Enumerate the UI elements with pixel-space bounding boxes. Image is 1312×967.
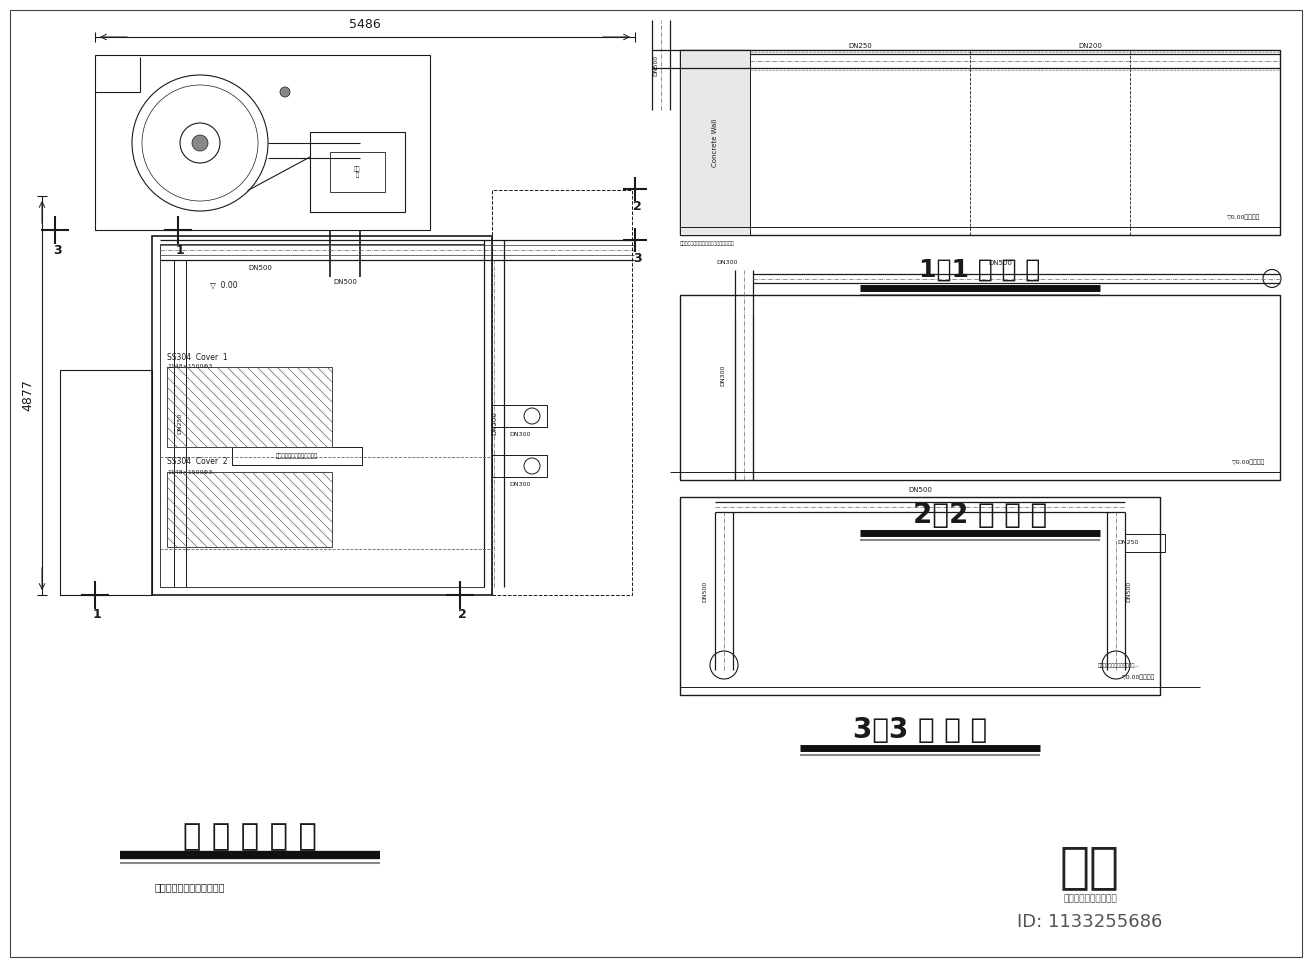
Text: 玻璃钢整体成型生物滤器系统...: 玻璃钢整体成型生物滤器系统... <box>1098 662 1140 667</box>
Text: SS304  Cover  2: SS304 Cover 2 <box>167 457 227 466</box>
Text: DN250: DN250 <box>1118 540 1139 544</box>
Bar <box>1124 534 1165 552</box>
Bar <box>492 405 547 427</box>
Text: 玻璃钢整体成型生物滤器系统安装布置图纸: 玻璃钢整体成型生物滤器系统安装布置图纸 <box>680 241 735 246</box>
Bar <box>167 472 332 547</box>
Text: DN300: DN300 <box>720 365 726 386</box>
Text: 3: 3 <box>52 244 62 256</box>
Text: DN500: DN500 <box>491 412 497 435</box>
Bar <box>492 190 632 595</box>
Bar <box>310 132 405 212</box>
Bar <box>680 50 750 235</box>
Text: DN500: DN500 <box>333 279 357 285</box>
Bar <box>331 152 384 192</box>
Bar <box>167 367 332 447</box>
Text: DN300: DN300 <box>509 482 530 486</box>
Text: 2: 2 <box>458 608 466 622</box>
Text: SS304  Cover  1: SS304 Cover 1 <box>167 353 227 362</box>
Text: DN500: DN500 <box>702 580 707 601</box>
Text: ▽0.00（角配）: ▽0.00（角配） <box>1227 215 1260 220</box>
Text: DN500: DN500 <box>908 487 932 493</box>
Text: 3: 3 <box>632 251 642 265</box>
Text: ▽0.00（角配）: ▽0.00（角配） <box>1232 459 1265 465</box>
Text: DN300: DN300 <box>509 431 530 436</box>
Circle shape <box>192 135 209 151</box>
Text: 3－3 剖 面 图: 3－3 剖 面 图 <box>853 716 987 744</box>
Text: 控制
箱: 控制 箱 <box>354 166 361 178</box>
Circle shape <box>279 87 290 97</box>
Bar <box>152 236 492 595</box>
Text: 4877: 4877 <box>21 380 34 411</box>
Text: ▽0.00（角配）: ▽0.00（角配） <box>1122 674 1155 680</box>
Text: DN250: DN250 <box>177 413 182 434</box>
Bar <box>94 55 430 230</box>
Bar <box>160 244 484 587</box>
Text: 知末: 知末 <box>1060 843 1120 891</box>
Text: DN500: DN500 <box>248 265 272 271</box>
Text: Concrete Wall: Concrete Wall <box>712 118 718 166</box>
Text: 生物除臭系统一管道图: 生物除臭系统一管道图 <box>1063 894 1117 903</box>
Text: DN500: DN500 <box>988 260 1012 266</box>
Text: 1: 1 <box>176 244 185 256</box>
Bar <box>492 455 547 477</box>
Text: ▽  0.00: ▽ 0.00 <box>210 280 237 289</box>
Text: 1148×1500Φ3: 1148×1500Φ3 <box>167 470 213 475</box>
Bar <box>680 50 1281 235</box>
Text: 1: 1 <box>93 608 101 622</box>
Text: 2－2 剖 面 图: 2－2 剖 面 图 <box>913 501 1047 529</box>
Text: 5486: 5486 <box>349 18 380 32</box>
Bar <box>60 370 152 595</box>
Text: 2: 2 <box>632 200 642 214</box>
Text: 玻璃钢整体成型生物滤器箱体: 玻璃钢整体成型生物滤器箱体 <box>276 454 318 458</box>
Text: 1－1 剖 面 图: 1－1 剖 面 图 <box>920 258 1040 282</box>
Bar <box>232 447 362 465</box>
Bar <box>680 497 1160 695</box>
Text: DN250: DN250 <box>848 43 872 49</box>
Text: ID: 1133255686: ID: 1133255686 <box>1017 913 1162 931</box>
Text: DN500: DN500 <box>653 54 659 75</box>
Text: DN500: DN500 <box>1127 580 1131 601</box>
Text: 管 道 平 面 图: 管 道 平 面 图 <box>184 823 318 852</box>
Bar <box>680 295 1281 480</box>
Text: DN300: DN300 <box>716 260 737 266</box>
Text: DN200: DN200 <box>1078 43 1102 49</box>
Text: 1148×1500Φ3: 1148×1500Φ3 <box>167 365 213 369</box>
Text: 注：图上尺寸均需现场核实: 注：图上尺寸均需现场核实 <box>155 882 226 892</box>
